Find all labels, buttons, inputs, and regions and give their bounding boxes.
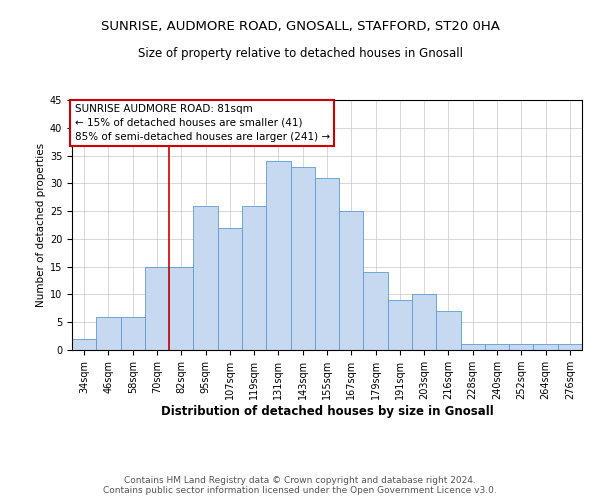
Bar [412, 294, 436, 350]
Bar [315, 178, 339, 350]
Text: Size of property relative to detached houses in Gnosall: Size of property relative to detached ho… [137, 48, 463, 60]
Bar [558, 344, 582, 350]
Bar [218, 228, 242, 350]
Bar [242, 206, 266, 350]
Bar [436, 311, 461, 350]
Bar [485, 344, 509, 350]
Y-axis label: Number of detached properties: Number of detached properties [35, 143, 46, 307]
Bar [364, 272, 388, 350]
Bar [266, 161, 290, 350]
Bar [96, 316, 121, 350]
Bar [169, 266, 193, 350]
Bar [339, 211, 364, 350]
X-axis label: Distribution of detached houses by size in Gnosall: Distribution of detached houses by size … [161, 405, 493, 418]
Bar [290, 166, 315, 350]
Bar [533, 344, 558, 350]
Bar [193, 206, 218, 350]
Bar [388, 300, 412, 350]
Bar [461, 344, 485, 350]
Bar [509, 344, 533, 350]
Text: Contains HM Land Registry data © Crown copyright and database right 2024.
Contai: Contains HM Land Registry data © Crown c… [103, 476, 497, 495]
Text: SUNRISE, AUDMORE ROAD, GNOSALL, STAFFORD, ST20 0HA: SUNRISE, AUDMORE ROAD, GNOSALL, STAFFORD… [101, 20, 499, 33]
Bar [121, 316, 145, 350]
Text: SUNRISE AUDMORE ROAD: 81sqm
← 15% of detached houses are smaller (41)
85% of sem: SUNRISE AUDMORE ROAD: 81sqm ← 15% of det… [74, 104, 329, 142]
Bar [72, 339, 96, 350]
Bar [145, 266, 169, 350]
